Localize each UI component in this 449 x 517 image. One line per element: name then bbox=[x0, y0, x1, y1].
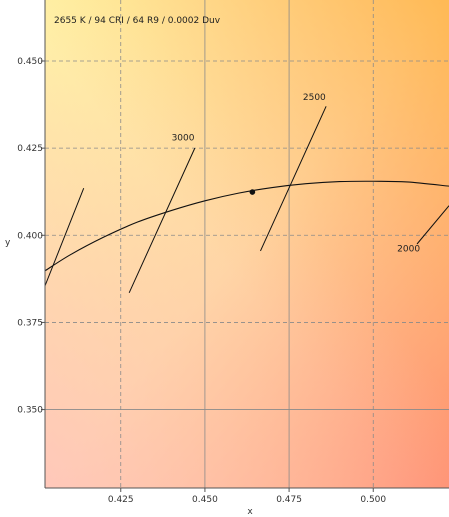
planckian-locus bbox=[45, 180, 449, 272]
x-tick-label: 0.475 bbox=[276, 495, 302, 505]
isotherm-line bbox=[45, 188, 85, 287]
y-axis-ticks: 0.350 0.375 0.400 0.425 0.450 bbox=[17, 57, 45, 416]
y-tick-label: 0.400 bbox=[17, 231, 43, 241]
x-axis-title: x bbox=[247, 507, 253, 517]
x-tick-label: 0.450 bbox=[192, 495, 218, 505]
gridlines bbox=[45, 0, 449, 488]
x-tick-label: 0.425 bbox=[108, 495, 134, 505]
isotherm-label: 3000 bbox=[172, 133, 195, 143]
y-tick-label: 0.450 bbox=[17, 57, 43, 67]
x-axis-ticks: 0.425 0.450 0.475 0.500 bbox=[108, 488, 386, 505]
y-tick-label: 0.425 bbox=[17, 144, 43, 154]
y-axis-title: y bbox=[5, 238, 11, 248]
locus-line bbox=[45, 180, 449, 272]
x-tick-label: 0.500 bbox=[360, 495, 386, 505]
annotation: 2655 K / 94 CRI / 64 R9 / 0.0002 Duv bbox=[54, 16, 221, 26]
isotherm-line bbox=[128, 147, 196, 294]
isotherm-lines: 3000 2500 2000 bbox=[45, 93, 449, 294]
plot-background bbox=[45, 0, 449, 488]
isotherm-label: 2500 bbox=[303, 93, 326, 103]
measured-points bbox=[249, 189, 256, 195]
isotherm-line bbox=[416, 205, 449, 245]
isotherm-label: 2000 bbox=[397, 244, 420, 254]
y-tick-label: 0.350 bbox=[17, 406, 43, 416]
isotherm-line bbox=[260, 106, 327, 252]
data-point bbox=[249, 189, 256, 195]
y-tick-label: 0.375 bbox=[17, 318, 43, 328]
